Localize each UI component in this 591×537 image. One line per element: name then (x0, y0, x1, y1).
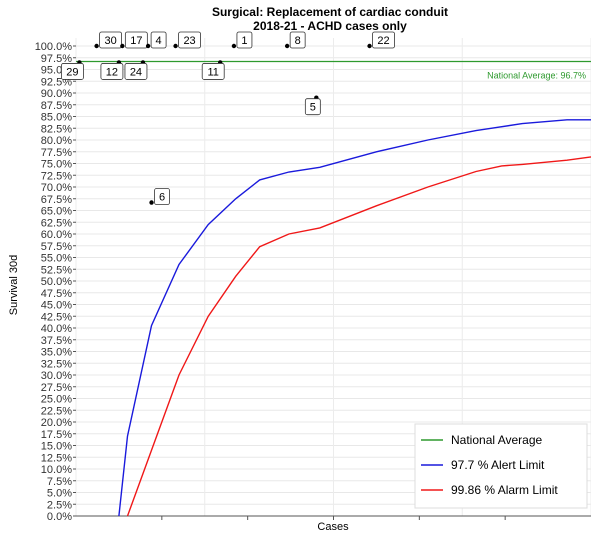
hospital-label-box (236, 31, 253, 49)
hospital-label: 23 (183, 35, 195, 47)
legend-label: National Average (451, 433, 543, 447)
hospital-point (120, 43, 125, 49)
chart-subtitle: 2018-21 - ACHD cases only (253, 19, 407, 33)
y-tick-label: 25.0% (41, 394, 72, 406)
y-tick-label: 7.5% (47, 476, 72, 488)
series-line (126, 156, 591, 517)
y-tick-label: 45.0% (41, 300, 72, 312)
y-tick-label: 35.0% (41, 347, 72, 359)
hospital-label: 12 (106, 66, 118, 78)
y-tick-label: 62.5% (41, 217, 72, 229)
y-tick-label: 10.0% (41, 464, 72, 476)
hospital-label: 17 (130, 35, 142, 47)
hospital-label-box (304, 98, 321, 116)
legend-box (414, 423, 588, 509)
y-tick-label: 17.5% (41, 429, 72, 441)
y-tick-label: 15.0% (41, 441, 72, 453)
y-tick-label: 42.5% (41, 311, 72, 323)
x-axis-label: Cases (317, 521, 349, 533)
y-tick-label: 85.0% (41, 112, 72, 124)
hospital-label-box (124, 31, 148, 49)
hospital-point (284, 43, 290, 49)
y-tick-label: 52.5% (41, 264, 72, 276)
y-tick-label: 20.0% (41, 417, 72, 429)
y-tick-label: 12.5% (41, 452, 72, 464)
hospital-label-box (150, 31, 167, 49)
y-tick-label: 82.5% (41, 123, 72, 135)
hospital-label: 8 (295, 35, 301, 47)
hospital-point (231, 43, 237, 49)
y-tick-label: 77.5% (41, 147, 72, 159)
national-average-label: National Average: 96.7% (487, 71, 586, 81)
hospital-label: 1 (241, 35, 247, 47)
y-tick-label: 5.0% (47, 488, 72, 500)
y-tick-label: 22.5% (41, 405, 72, 417)
chart-title: Surgical: Replacement of cardiac conduit (212, 5, 448, 19)
hospital-point (173, 43, 178, 49)
y-tick-label: 97.5% (41, 53, 72, 65)
hospital-label-box (61, 63, 84, 80)
y-tick-label: 47.5% (41, 288, 72, 300)
y-tick-label: 87.5% (41, 100, 72, 112)
legend-label: 97.7 % Alert Limit (451, 458, 545, 472)
y-tick-label: 57.5% (41, 241, 72, 253)
grid (75, 38, 591, 520)
legend-label: 99.86 % Alarm Limit (451, 483, 558, 497)
hospital-label: 29 (66, 66, 78, 78)
hospital-label-box (154, 188, 170, 205)
y-tick-label: 55.0% (41, 253, 72, 265)
hospital-label-box (99, 31, 122, 49)
hospital-label: 11 (207, 66, 218, 78)
y-tick-label: 37.5% (41, 335, 72, 347)
y-tick-label: 100.0% (35, 41, 73, 53)
hospital-label: 22 (377, 35, 389, 47)
y-tick-label: 30.0% (41, 370, 72, 382)
hospital-label-box (178, 31, 201, 49)
y-tick-label: 65.0% (41, 206, 72, 218)
legend: National Average 97.7 % Alert Limit 99.86 … (414, 423, 588, 509)
national-average: National Average: 96.7% (76, 60, 591, 81)
y-tick-label: 27.5% (41, 382, 72, 394)
y-tick-label: 90.0% (41, 88, 72, 100)
y-tick-label: 67.5% (41, 194, 72, 206)
y-tick-label: 72.5% (41, 170, 72, 182)
y-tick-label: 50.0% (41, 276, 72, 288)
y-tick-label: 2.5% (47, 499, 72, 511)
hospital-label: 4 (156, 35, 162, 47)
hospital-label: 5 (310, 102, 316, 114)
series-lines (118, 119, 591, 517)
hospital-label: 24 (130, 66, 142, 78)
y-axis-label: Survival 30d (8, 255, 20, 316)
hospital-label: 30 (104, 35, 116, 47)
series-line (118, 119, 591, 517)
hospital-point (145, 43, 151, 49)
hospital-label-box (124, 63, 148, 80)
y-tick-label: 80.0% (41, 135, 72, 147)
hospital-point (367, 43, 372, 49)
y-axis-ticks: 0.0%2.5%5.0%7.5%10.0%12.5%15.0%17.5%20.0… (35, 41, 76, 523)
hospital-point (94, 43, 99, 49)
hospital-point (149, 200, 154, 205)
y-tick-label: 60.0% (41, 229, 72, 241)
hospital-label-box (372, 31, 395, 49)
hospital-label-box (100, 63, 124, 80)
hospital-label-box (201, 63, 225, 80)
y-tick-label: 75.0% (41, 159, 72, 171)
hospital-points: 30 17 4 23 1 8 22 29 12 24 11 5 6 (61, 31, 395, 205)
y-tick-label: 40.0% (41, 323, 72, 335)
hospital-label: 6 (159, 192, 165, 204)
y-tick-label: 32.5% (41, 358, 72, 370)
y-tick-label: 70.0% (41, 182, 72, 194)
hospital-label-box (289, 31, 306, 49)
y-tick-label: 0.0% (47, 511, 72, 523)
